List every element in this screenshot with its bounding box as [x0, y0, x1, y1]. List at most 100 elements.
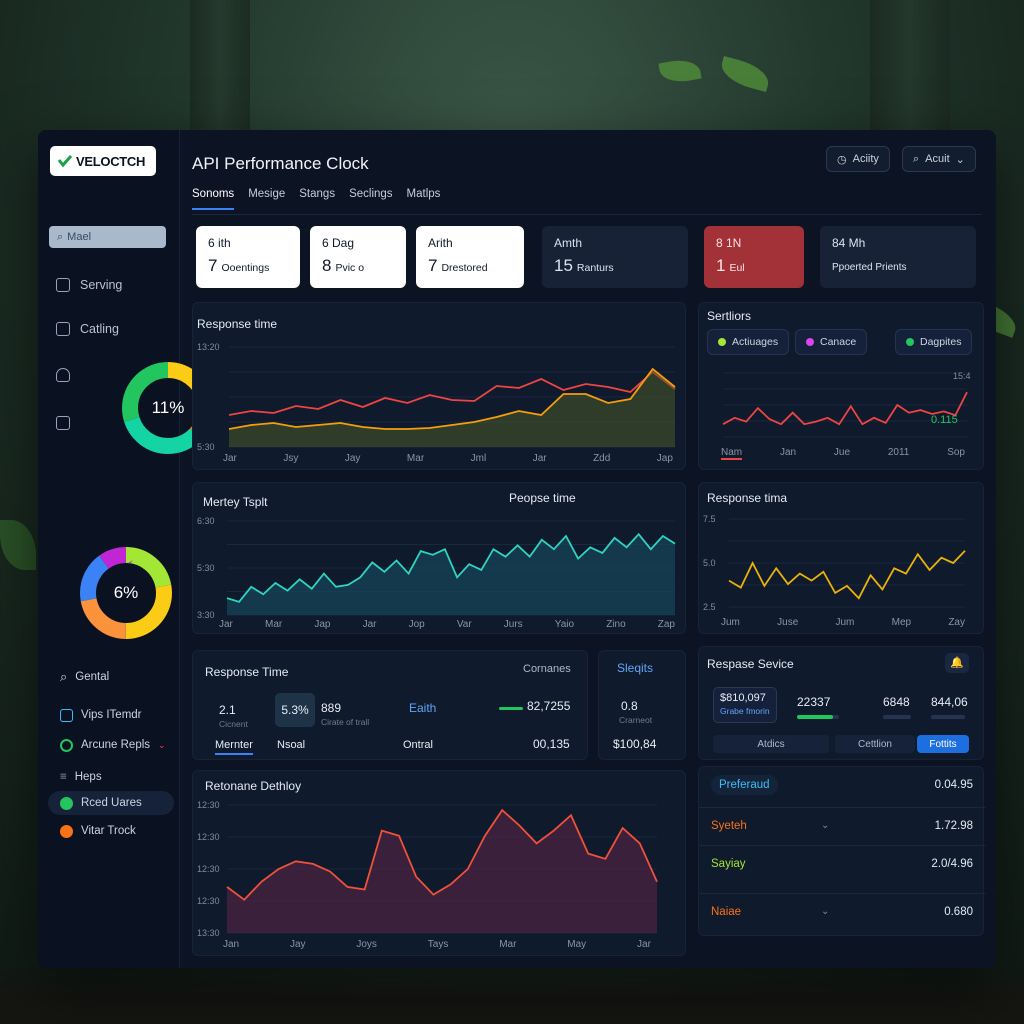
sidebar-item-arcune[interactable]: Arcune Repls ⌄	[48, 733, 174, 757]
x-tick-label: Mar	[406, 453, 425, 464]
x-tick-label: Jml	[470, 453, 487, 464]
series-line	[228, 367, 676, 430]
tab-seclings[interactable]: Seclings	[349, 188, 393, 200]
y-tick-label: 13:30	[197, 928, 220, 937]
menu-icon: ≡	[60, 771, 67, 783]
main-content: API Performance Clock ◷ Aciity ⌕ Acuit ⌄…	[180, 130, 996, 968]
list-item[interactable]: Syeteh ⌄ 1.72.98	[699, 807, 985, 843]
filter-chip[interactable]: Canace	[795, 329, 868, 355]
list-item[interactable]: Sayiay 2.0/4.96	[699, 845, 985, 881]
tab-sonoms[interactable]: Sonoms	[192, 188, 235, 210]
kpi-unit: Ooentings	[221, 262, 270, 274]
kpi-card[interactable]: 6 Dag 8 Pvic o	[310, 226, 406, 288]
x-tick-label: Jar	[532, 453, 547, 464]
ontral-value: 00,135	[533, 737, 570, 751]
chart-title: Retonane Dethloy	[205, 779, 302, 793]
sidebar-item-serving[interactable]: Serving	[56, 278, 122, 292]
donut-bottom-svg	[80, 547, 172, 639]
kpi-unit: Eul	[729, 262, 745, 274]
x-tick-label: Jar	[219, 619, 233, 630]
x-tick-label: Sop	[947, 447, 965, 458]
kpi-title: Amth	[554, 236, 583, 250]
x-tick-label: Mep	[891, 617, 912, 628]
tab-mesige[interactable]: Mesige	[248, 188, 286, 200]
sidebar-item-heps[interactable]: ≡ Heps	[48, 765, 174, 789]
kpi-value: 7	[428, 256, 438, 275]
donut-bottom-label: 6%	[113, 583, 139, 602]
retonane-dethloy-chart: 12:30 12:30 12:30 12:30 13:30	[197, 800, 658, 937]
kpi-unit: Pvic o	[335, 262, 365, 274]
kpi-value-row: 1 Eul	[716, 256, 792, 276]
logo[interactable]: VELOCTCH	[50, 146, 156, 176]
kpi-value: 15	[554, 256, 573, 275]
sidebar-item-label: Rced Uares	[81, 797, 142, 809]
account-button[interactable]: ⌕ Acuit ⌄	[902, 146, 976, 172]
kpi-card[interactable]: 84 Mh Ppoerted Prients	[820, 226, 976, 288]
activity-button[interactable]: ◷ Aciity	[826, 146, 890, 172]
sidebar-item-label: Serving	[80, 278, 123, 292]
list-item[interactable]: Naiae ⌄ 0.680	[699, 893, 985, 929]
sidebar-item-vitar[interactable]: Vitar Trock	[48, 819, 174, 843]
service-box[interactable]: $810,097 Grabe fmorin	[713, 687, 777, 723]
kpi-value: 1	[716, 256, 726, 275]
y-tick-label: 6:30	[197, 516, 215, 526]
cettlion-button[interactable]: Cettlion	[835, 735, 915, 753]
service-progress-bar	[797, 715, 839, 719]
kpi-card[interactable]: 8 1N 1 Eul	[704, 226, 804, 288]
list-header[interactable]: Preferaud 0.04.95	[699, 767, 985, 803]
x-tick-label: Tays	[427, 939, 449, 950]
filter-chip[interactable]: Dagpites	[895, 329, 973, 355]
x-tick-label: Jap	[656, 453, 673, 464]
series-line	[228, 370, 676, 416]
kpi-value-row: 7 Drestored	[428, 256, 512, 276]
sidebar: VELOCTCH ⌕ Mael Serving Catling 11% 6%	[38, 130, 214, 968]
kpi-card[interactable]: Amth 15 Ranturs	[542, 226, 688, 288]
chip-label: Canace	[820, 336, 857, 348]
sidebar-search-input[interactable]: ⌕ Mael	[49, 226, 166, 248]
star-icon	[60, 824, 73, 838]
bell-icon[interactable]: 🔔	[945, 653, 969, 673]
chip-label: Dagpites	[920, 336, 962, 348]
kpi-card[interactable]: 6 ith 7 Ooentings	[196, 226, 300, 288]
stat-sub: Grabe fmorin	[720, 706, 770, 716]
chip-dot-icon	[906, 338, 914, 346]
sidebar-item-gental[interactable]: ⌕ Gental	[48, 665, 174, 689]
sidebar-item-vips[interactable]: Vips ITemdr	[48, 703, 174, 727]
response-time-chart-panel: Response time 13:20 5:30 Jar Jsy Jay Mar …	[192, 302, 686, 470]
sidebar-item-label: Vips ITemdr	[81, 709, 142, 721]
sidebar-item-rced[interactable]: Rced Uares	[48, 791, 174, 815]
x-tick-label: Jan	[223, 939, 240, 950]
atdics-button[interactable]: Atdics	[713, 735, 829, 753]
money-chart: 6:30 5:30 3:30	[197, 516, 676, 619]
series-area	[227, 810, 657, 933]
tab-mernter[interactable]: Mernter	[215, 739, 253, 755]
refresh-icon	[56, 278, 70, 292]
kpi-value-row: Ppoerted Prients	[832, 262, 964, 273]
y-tick-label: 5:30	[197, 442, 215, 452]
tab-stangs[interactable]: Stangs	[299, 188, 336, 200]
sidebar-item-favorites[interactable]	[56, 368, 70, 382]
x-tick-label: Zap	[657, 619, 675, 630]
x-tick-label: Jap	[314, 619, 331, 630]
tab-matlps[interactable]: Matlps	[406, 188, 441, 200]
stat-value: 2.1	[219, 703, 236, 717]
sidebar-item-reports[interactable]	[56, 416, 70, 430]
stat-percent-badge[interactable]: 5.3%	[275, 693, 315, 727]
stat-value: 889	[321, 701, 342, 715]
x-tick-label: Juse	[777, 617, 799, 628]
kpi-title: 6 ith	[208, 236, 231, 250]
chart-title: Response tima	[707, 491, 788, 505]
x-tick-label: Jum	[721, 617, 740, 628]
sertliors-chart-panel: Sertliors Actiuages Canace Dagpites 15:4…	[698, 302, 984, 470]
fottits-button[interactable]: Fottits	[917, 735, 969, 753]
tab-nsoal[interactable]: Nsoal	[277, 739, 306, 751]
list-item-value: 2.0/4.96	[931, 857, 973, 870]
chevron-down-icon: ⌄	[158, 739, 166, 750]
x-tick-label: Jurs	[503, 619, 523, 630]
tab-bar: Sonoms Mesige Stangs Seclings Matlps	[192, 188, 440, 210]
filter-chip[interactable]: Actiuages	[707, 329, 790, 355]
kpi-value-row: 8 Pvic o	[322, 256, 394, 276]
sidebar-item-label: Catling	[80, 322, 119, 336]
kpi-card[interactable]: Arith 7 Drestored	[416, 226, 524, 288]
sidebar-item-catling[interactable]: Catling	[56, 322, 119, 336]
